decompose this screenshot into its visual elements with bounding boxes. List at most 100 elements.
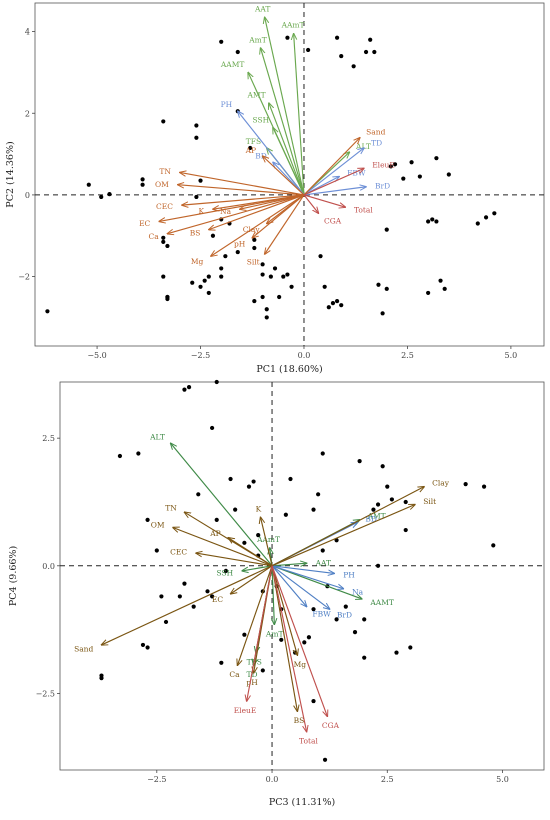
loading-arrow-cec (182, 194, 305, 205)
score-point (334, 35, 340, 40)
score-point (352, 630, 358, 635)
score-point (186, 385, 192, 390)
score-point (430, 217, 435, 222)
loading-label-tfs: TFS (246, 137, 261, 146)
score-point (264, 307, 269, 312)
score-point (45, 309, 50, 314)
score-point (198, 178, 203, 183)
score-point (492, 211, 497, 216)
loading-label-ssh: SSH (217, 568, 234, 577)
score-point (260, 262, 265, 267)
loading-arrow-aamt (294, 34, 305, 195)
loading-arrow-silt (271, 505, 415, 567)
loading-arrow-clay (271, 487, 424, 567)
score-point (205, 589, 210, 594)
loading-arrow-ph (271, 565, 334, 574)
score-point (248, 145, 253, 151)
loading-arrow-total (303, 194, 345, 207)
score-point (145, 645, 150, 650)
loading-label-ph: PH (343, 571, 355, 580)
loading-arrow-aat (271, 563, 307, 566)
loading-label-ph: PH (221, 100, 233, 109)
score-point (376, 282, 381, 287)
loading-label-bs: BS (294, 716, 305, 725)
score-point (165, 294, 170, 300)
score-point (206, 274, 211, 279)
loading-label-aamt: AAmT (256, 535, 280, 544)
loading-label-clay: Clay (243, 225, 261, 234)
loading-label-ca: Ca (229, 670, 240, 679)
loading-arrow-mg (271, 565, 297, 655)
loading-label-alt: ALT (355, 142, 371, 151)
loading-arrow-eleue (303, 168, 364, 196)
score-point (311, 507, 316, 512)
score-point (434, 156, 439, 161)
score-point (409, 160, 414, 165)
score-point (302, 640, 307, 645)
loading-arrow-bs (271, 565, 297, 712)
loading-label-ec: EC (139, 219, 150, 228)
score-point (389, 497, 394, 502)
score-point (159, 594, 164, 599)
y-tick-label: 4 (25, 28, 30, 37)
loading-label-sand: Sand (366, 127, 385, 136)
score-point (281, 274, 286, 279)
score-point (154, 548, 159, 553)
score-point (219, 274, 224, 279)
score-point (362, 617, 367, 622)
score-point (442, 286, 447, 291)
score-point (196, 492, 201, 497)
score-point (339, 53, 344, 59)
loading-arrow-na (271, 565, 343, 589)
loading-arrow-brd (271, 565, 330, 609)
score-point (235, 249, 240, 255)
score-point (99, 194, 104, 200)
score-point (107, 192, 112, 197)
loading-label-tn: TN (159, 167, 171, 176)
loading-arrow-bs (209, 194, 305, 230)
loading-label-fbw: FBW (312, 610, 331, 619)
score-point (311, 698, 316, 704)
loading-arrow-ssh (273, 128, 305, 196)
score-point (191, 604, 196, 609)
score-point (351, 64, 356, 69)
x-axis-title: PC1 (18.60%) (256, 364, 322, 375)
score-point (214, 379, 219, 385)
score-point (306, 635, 312, 640)
score-point (260, 294, 265, 300)
loading-label-k: K (198, 207, 204, 216)
loading-label-mg: Mg (191, 257, 204, 266)
loading-label-eleue: EleuE (234, 706, 257, 715)
score-point (375, 502, 381, 507)
loading-label-na: Na (220, 207, 232, 216)
loading-arrow-ap (263, 156, 305, 196)
score-point (491, 543, 496, 548)
x-tick-label: −2.5 (147, 775, 166, 784)
loading-label-amt: AMT (246, 91, 265, 100)
score-point (117, 453, 123, 459)
score-point (403, 527, 408, 533)
score-point (272, 266, 278, 271)
score-point (242, 632, 247, 637)
loading-label-fbw: FBW (347, 168, 366, 177)
score-point (177, 594, 182, 599)
loading-arrow-ca (237, 565, 273, 666)
score-point (182, 387, 187, 392)
score-point (223, 568, 229, 573)
loading-label-amt: AmT (265, 629, 284, 638)
score-point (362, 655, 367, 660)
loading-label-cec: CEC (170, 548, 187, 557)
loading-arrow-ap (228, 538, 273, 567)
score-point (408, 645, 413, 650)
score-point (322, 757, 328, 762)
loading-label-aamt: AAMT (369, 598, 394, 607)
score-point (235, 49, 240, 55)
x-tick-label: −5.0 (87, 351, 106, 360)
score-point (194, 194, 199, 200)
loading-label-cec: CEC (156, 202, 173, 211)
score-point (140, 642, 146, 648)
score-point (202, 278, 207, 283)
score-point (161, 235, 166, 240)
score-point (161, 119, 166, 124)
